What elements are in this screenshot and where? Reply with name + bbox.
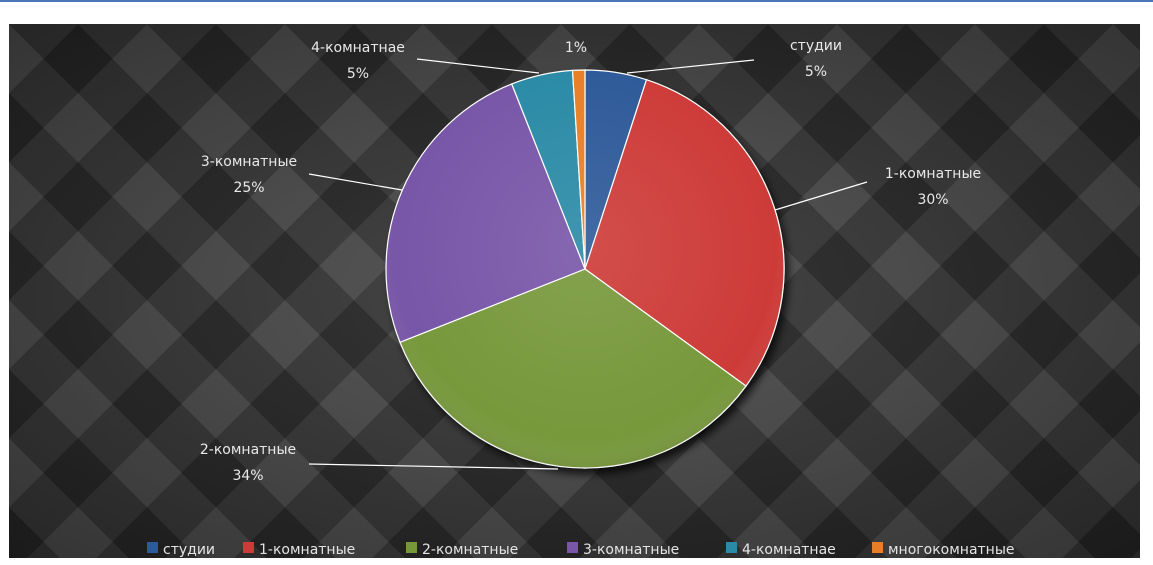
legend-swatch-0 [147,542,158,553]
data-label-category-4: 4-комнатнае [311,40,405,56]
chart-area: студии 5% 1-комнатные 30% 2-комнатные 34% 3-ко… [9,24,1140,558]
data-label-percent-3: 25% [233,180,264,196]
pie-slices [385,69,785,469]
leader-line-2 [308,463,559,470]
legend-label-2: 2-комнатные [422,542,518,558]
leader-line-1 [774,181,868,211]
data-label-category-0: студии [790,38,842,54]
leader-line-3 [308,173,403,191]
legend-label-1: 1-комнатные [259,542,355,558]
legend-label-4: 4-комнатнае [742,542,836,558]
legend-swatch-2 [406,542,417,553]
data-label-category-2: 2-комнатные [200,442,296,458]
leader-line-0 [626,59,755,74]
data-label-category-3: 3-комнатные [201,154,297,170]
data-label-category-5: многокомнатные [517,24,644,28]
pie-chart: студии 5% 1-комнатные 30% 2-комнатные 34% 3-ко… [147,24,1015,558]
legend-label-3: 3-комнатные [583,542,679,558]
data-label-percent-4: 5% [347,66,369,82]
legend-swatch-1 [243,542,254,553]
data-label-percent-2: 34% [232,468,263,484]
legend-swatch-3 [567,542,578,553]
data-label-percent-1: 30% [917,192,948,208]
legend-swatch-4 [726,542,737,553]
data-label-category-1: 1-комнатные [885,166,981,182]
legend-label-5: многокомнатные [888,542,1015,558]
legend-swatch-5 [872,542,883,553]
leader-line-4 [416,58,540,74]
data-label-percent-0: 5% [805,64,827,80]
data-label-percent-5: 1% [565,40,587,56]
legend-label-0: студии [163,542,215,558]
